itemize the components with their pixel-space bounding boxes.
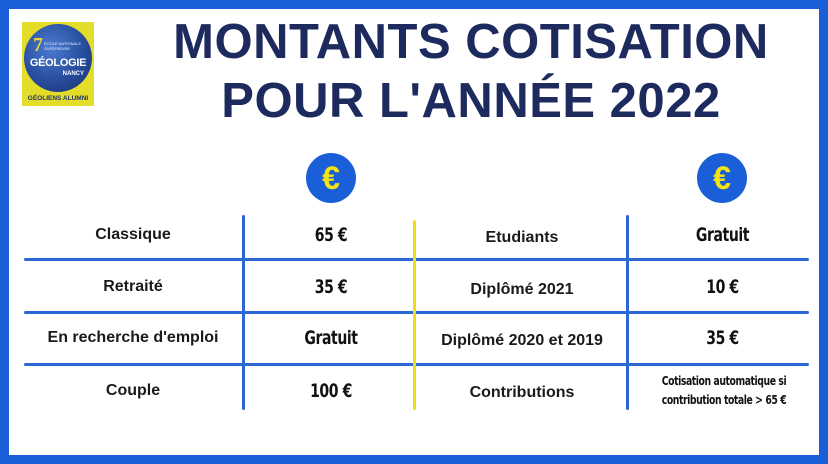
left-column-divider xyxy=(242,215,245,410)
title-line-1: MONTANTS COTISATION xyxy=(173,15,769,69)
row-divider xyxy=(24,311,809,314)
left-row-value: 65 € xyxy=(314,224,348,246)
euro-icon: € xyxy=(697,153,747,203)
right-row-value: Gratuit xyxy=(695,224,750,246)
center-divider xyxy=(413,220,416,410)
right-row-value: 35 € xyxy=(706,327,739,349)
left-row-label: Couple xyxy=(105,382,161,399)
left-row-value: Gratuit xyxy=(304,327,358,349)
logo-caption: GÉOLIENS ALUMNI xyxy=(27,95,89,102)
row-divider xyxy=(24,258,809,261)
logo-school-text: ÉCOLE NATIONALE SUPÉRIEURE xyxy=(44,41,82,51)
right-row-label: Diplômé 2021 xyxy=(470,281,574,298)
right-row-label: Contributions xyxy=(469,384,575,401)
left-row-value: 100 € xyxy=(310,380,352,402)
right-row-value: 10 € xyxy=(706,276,739,298)
left-row-label: Retraité xyxy=(103,278,163,295)
logo-city-text: NANCY xyxy=(62,71,84,77)
page-title: MONTANTS COTISATION POUR L'ANNÉE 2022 xyxy=(120,13,822,131)
right-row-value: Cotisation automatique si contribution t… xyxy=(661,374,787,407)
logo-globe: 7 ÉCOLE NATIONALE SUPÉRIEURE GÉOLOGIE NA… xyxy=(24,24,92,92)
right-row-label: Diplômé 2020 et 2019 xyxy=(441,332,603,349)
right-column-divider xyxy=(626,215,629,410)
school-logo: 7 ÉCOLE NATIONALE SUPÉRIEURE GÉOLOGIE NA… xyxy=(22,22,94,106)
title-line-2: POUR L'ANNÉE 2022 xyxy=(221,74,721,128)
row-divider xyxy=(24,363,809,366)
left-row-label: En recherche d'emploi xyxy=(47,329,219,346)
left-row-label: Classique xyxy=(95,226,171,243)
logo-number: 7 xyxy=(33,34,43,56)
right-row-label: Etudiants xyxy=(485,229,559,246)
euro-icon: € xyxy=(306,153,356,203)
left-row-value: 35 € xyxy=(314,276,348,298)
logo-main-text: GÉOLOGIE xyxy=(29,57,87,69)
